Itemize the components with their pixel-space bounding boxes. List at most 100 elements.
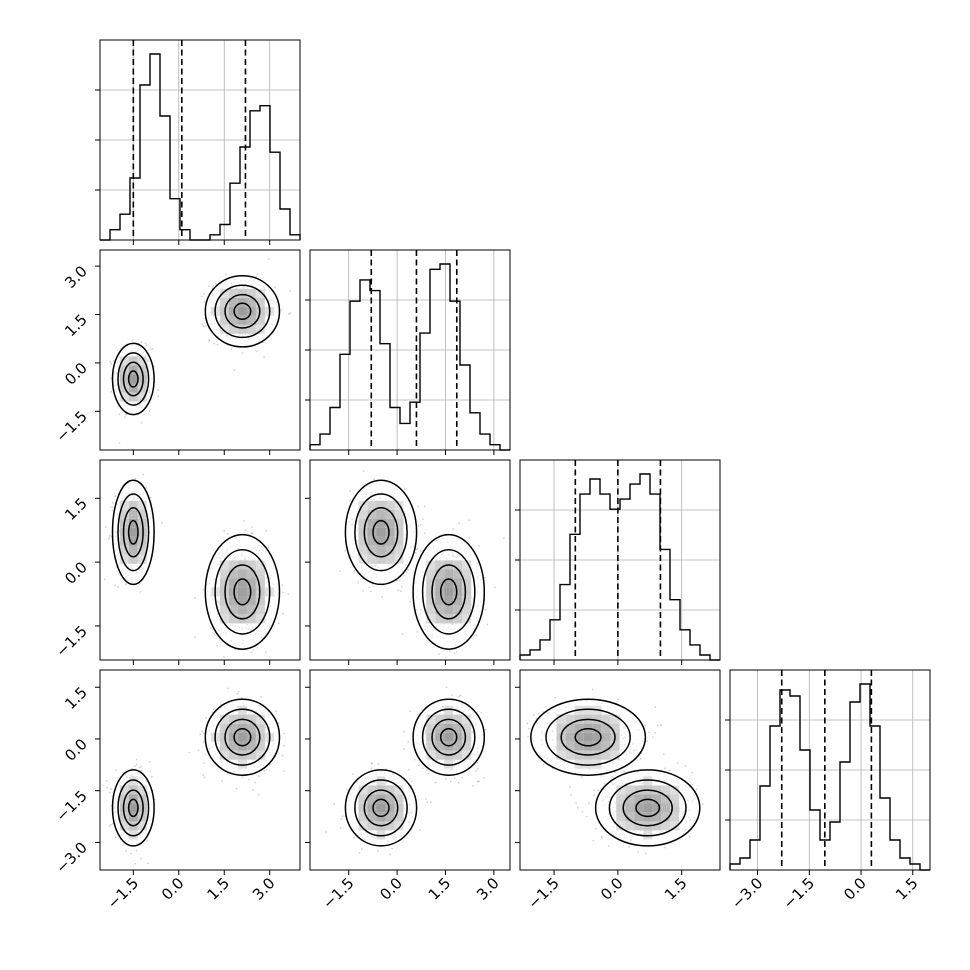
scatter-point <box>110 390 113 393</box>
scatter-point <box>370 590 372 593</box>
scatter-point <box>111 509 114 512</box>
scatter-point <box>370 767 373 770</box>
contour-line <box>354 779 408 837</box>
scatter-point <box>461 777 464 779</box>
contour-line <box>224 564 261 620</box>
histogram-step <box>519 473 720 661</box>
contour-line <box>233 578 252 606</box>
scatter-point <box>157 395 160 398</box>
scatter-point <box>391 847 393 850</box>
contour-line <box>127 798 139 818</box>
scatter-point <box>151 347 154 350</box>
panel-frame <box>99 459 301 661</box>
scatter-point <box>149 348 152 351</box>
scatter-point <box>201 730 204 733</box>
contour-line <box>372 798 390 818</box>
scatter-point <box>205 717 208 719</box>
scatter-point <box>415 548 418 551</box>
scatter-point <box>370 762 373 764</box>
scatter-point <box>193 597 196 599</box>
scatter-point <box>114 495 116 498</box>
scatter-point <box>144 342 147 345</box>
panel-1-1 <box>305 249 511 455</box>
scatter-point <box>202 741 205 744</box>
scatter-point <box>108 825 111 828</box>
scatter-point <box>405 571 408 574</box>
scatter-point <box>277 622 280 625</box>
scatter-point <box>135 758 138 761</box>
scatter-point <box>277 722 280 725</box>
contour-line <box>117 779 150 837</box>
panel-2-1 <box>305 459 511 665</box>
scatter-point <box>425 798 427 800</box>
scatter-point <box>145 344 148 347</box>
scatter-point <box>244 529 247 532</box>
contour-line <box>439 578 458 606</box>
panel-frame <box>99 669 301 871</box>
x-tick-label: 0.0 <box>158 874 188 904</box>
scatter-point <box>109 536 111 538</box>
scatter-point <box>125 583 127 586</box>
scatter-point <box>114 836 117 839</box>
scatter-point <box>438 653 440 656</box>
scatter-point <box>111 822 114 825</box>
scatter-point <box>263 769 266 772</box>
scatter-point <box>281 584 283 587</box>
scatter-point <box>247 778 250 781</box>
scatter-point <box>407 568 409 571</box>
scatter-point <box>213 633 216 635</box>
scatter-point <box>483 576 486 579</box>
scatter-point <box>416 713 419 716</box>
scatter-point <box>122 844 125 847</box>
y-tick-label: −1.5 <box>52 787 90 825</box>
scatter-point <box>221 779 223 782</box>
scatter-point <box>236 693 239 695</box>
panel-inner <box>109 258 292 444</box>
scatter-point <box>202 762 205 765</box>
scatter-point <box>416 547 419 550</box>
scatter-point <box>377 850 379 853</box>
scatter-point <box>402 748 405 751</box>
scatter-point <box>208 285 210 287</box>
scatter-point <box>116 586 119 588</box>
contour-line <box>431 718 467 756</box>
panel-frame <box>99 39 301 241</box>
contour-line <box>233 302 252 321</box>
scatter-point <box>201 295 203 298</box>
scatter-point <box>340 818 343 820</box>
scatter-point <box>476 768 479 770</box>
scatter-point <box>468 536 471 539</box>
scatter-point <box>140 765 143 768</box>
scatter-point <box>478 780 480 783</box>
panel-0-0 <box>95 39 301 245</box>
scatter-point <box>429 801 432 804</box>
scatter-point <box>255 275 257 278</box>
contour-line <box>431 564 467 620</box>
scatter-point <box>452 528 455 530</box>
scatter-point <box>400 585 403 588</box>
scatter-point <box>282 591 285 594</box>
y-tick-label: −1.5 <box>52 622 90 660</box>
scatter-point <box>235 787 238 790</box>
panel-inner <box>520 688 704 855</box>
scatter-point <box>205 325 208 327</box>
scatter-point <box>140 341 143 344</box>
scatter-point <box>274 286 276 289</box>
scatter-point <box>250 532 253 534</box>
contour-line <box>412 698 486 776</box>
y-tick-label: 0.0 <box>61 359 91 389</box>
scatter-point <box>203 588 205 591</box>
panel-inner <box>103 473 290 658</box>
scatter-point <box>226 532 229 535</box>
scatter-point <box>203 776 206 779</box>
scatter-point <box>283 770 285 773</box>
contour-line <box>122 361 144 397</box>
scatter-point <box>109 360 112 363</box>
scatter-point <box>444 778 447 780</box>
scatter-point <box>140 769 143 772</box>
scatter-point <box>140 421 143 424</box>
scatter-point <box>133 765 136 767</box>
scatter-point <box>251 651 253 654</box>
scatter-point <box>494 586 496 589</box>
